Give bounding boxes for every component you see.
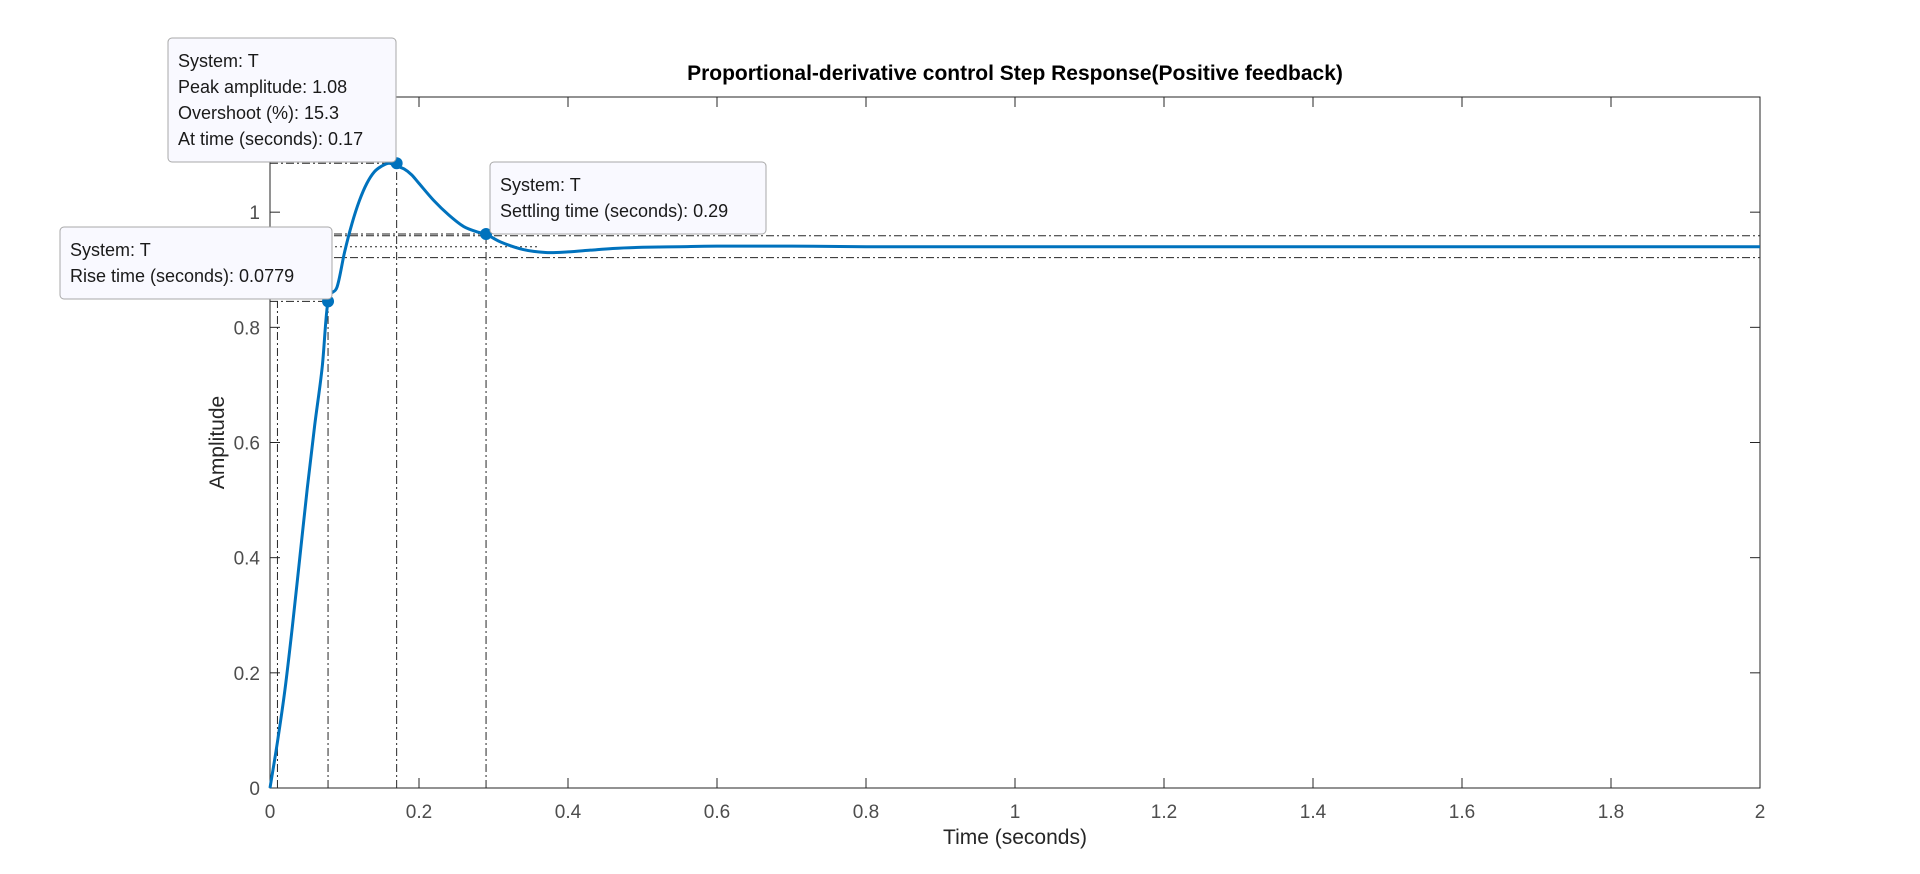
x-tick-label: 0.6 bbox=[704, 802, 730, 823]
x-tick-label: 0 bbox=[265, 802, 276, 823]
y-tick-label: 0 bbox=[249, 779, 260, 800]
y-tick-label: 0.8 bbox=[234, 318, 260, 339]
y-tick-label: 1 bbox=[249, 203, 260, 224]
data-tip-line: Settling time (seconds): 0.29 bbox=[500, 201, 728, 221]
x-tick-label: 1.4 bbox=[1300, 802, 1327, 823]
data-tip-line: Rise time (seconds): 0.0779 bbox=[70, 266, 294, 286]
data-tip-peak[interactable]: System: T Peak amplitude: 1.08 Overshoot (… bbox=[167, 37, 397, 163]
data-tip-settling[interactable]: System: T Settling time (seconds): 0.29 bbox=[489, 161, 767, 235]
marker-settling[interactable] bbox=[480, 228, 493, 241]
data-tip-line: System: T bbox=[178, 51, 259, 71]
x-tick-label: 0.2 bbox=[406, 802, 432, 823]
x-tick-label: 0.8 bbox=[853, 802, 879, 823]
data-tip-box bbox=[167, 37, 397, 163]
x-tick-label: 1.8 bbox=[1598, 802, 1624, 823]
y-tick-label: 0.6 bbox=[234, 434, 260, 455]
data-tip-line: System: T bbox=[70, 240, 151, 260]
data-tip-line: System: T bbox=[500, 175, 581, 195]
series-line-T bbox=[268, 161, 1760, 789]
y-axis-label: Amplitude bbox=[206, 396, 229, 489]
x-tick-label: 0.4 bbox=[555, 802, 582, 823]
chart-title: Proportional-derivative control Step Res… bbox=[687, 62, 1343, 85]
data-tip-line: Peak amplitude: 1.08 bbox=[178, 77, 347, 97]
y-tick-label: 0.2 bbox=[234, 664, 260, 685]
x-tick-label: 1.2 bbox=[1151, 802, 1177, 823]
y-tick-label: 0.4 bbox=[234, 549, 261, 570]
x-axis-label: Time (seconds) bbox=[943, 826, 1087, 849]
x-tick-label: 1 bbox=[1010, 802, 1021, 823]
x-tick-label: 2 bbox=[1755, 802, 1766, 823]
data-tip-box bbox=[59, 226, 333, 300]
data-tips: System: T Peak amplitude: 1.08 Overshoot (… bbox=[59, 37, 767, 300]
data-tip-line: Overshoot (%): 15.3 bbox=[178, 103, 339, 123]
data-tip-rise[interactable]: System: T Rise time (seconds): 0.0779 bbox=[59, 226, 333, 300]
axis-ticks bbox=[269, 97, 1761, 789]
data-tip-line: At time (seconds): 0.17 bbox=[178, 129, 363, 149]
data-tip-box bbox=[489, 161, 767, 235]
tick-labels: 0 0.2 0.4 0.6 0.8 1 1.2 1.4 1.6 1.8 2 0 0.2 0.4 0.6 0.8… bbox=[234, 203, 1766, 823]
x-tick-label: 1.6 bbox=[1449, 802, 1475, 823]
